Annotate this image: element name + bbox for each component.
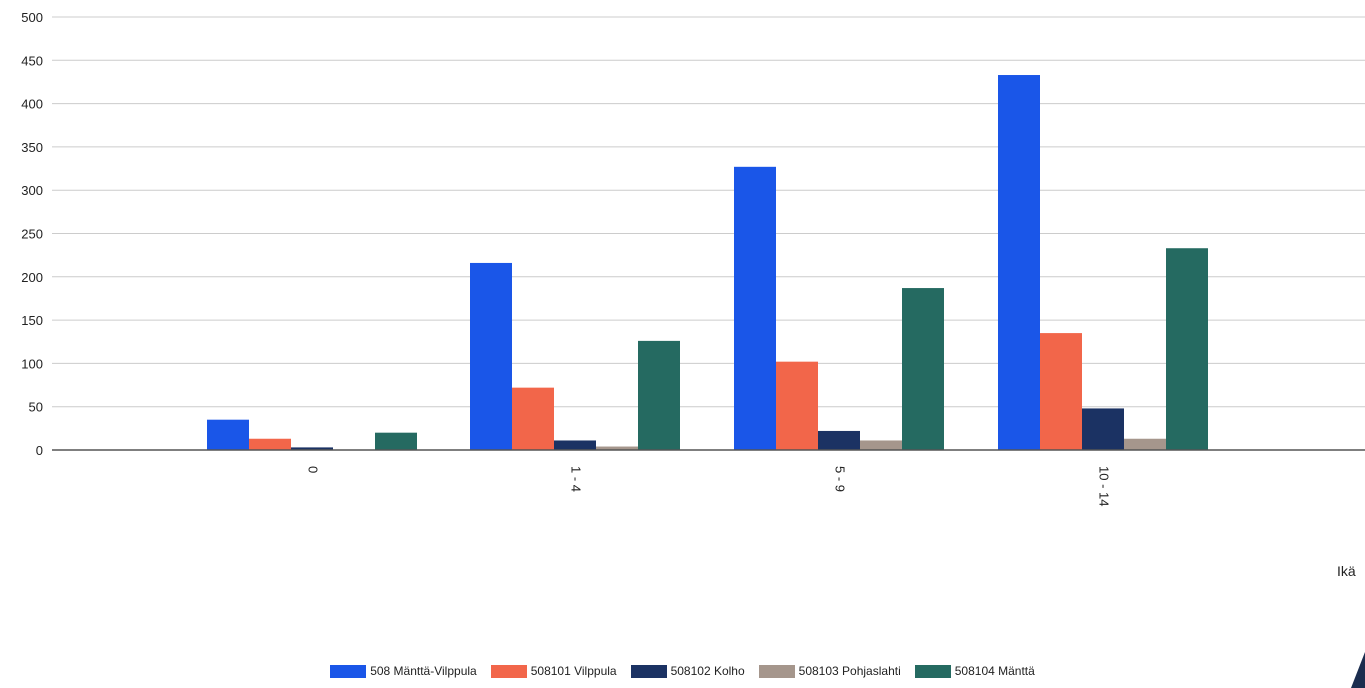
y-tick-label: 300: [21, 183, 43, 198]
legend-item: 508 Mänttä-Vilppula: [330, 664, 477, 678]
legend-label: 508101 Vilppula: [530, 664, 617, 678]
bars: [207, 75, 1208, 450]
legend-swatch: [914, 664, 951, 678]
y-tick-label: 500: [21, 10, 43, 25]
legend-swatch: [630, 664, 667, 678]
y-tick-label: 450: [21, 53, 43, 68]
y-tick-label: 0: [36, 443, 43, 458]
bar: [1166, 248, 1208, 450]
legend-label: 508104 Mänttä: [954, 664, 1035, 678]
x-tick-label: 10 - 14: [1097, 466, 1112, 506]
x-tick-label: 5 - 9: [833, 466, 848, 492]
x-tick-label: 0: [306, 466, 321, 473]
bar: [1124, 438, 1166, 450]
legend-swatch: [330, 664, 367, 678]
bar: [902, 288, 944, 450]
legend-swatch: [490, 664, 527, 678]
legend-swatch: [758, 664, 795, 678]
x-axis-label: Ikä: [1337, 563, 1356, 579]
gridlines: [52, 16, 1365, 451]
bar: [596, 446, 638, 450]
y-tick-label: 150: [21, 313, 43, 328]
bar: [1040, 333, 1082, 450]
bar: [207, 419, 249, 450]
bar: [512, 387, 554, 450]
legend-label: 508102 Kolho: [670, 664, 745, 678]
bar: [249, 438, 291, 450]
bar: [375, 432, 417, 450]
bar: [734, 166, 776, 450]
bar: [638, 340, 680, 450]
y-tick-label: 400: [21, 97, 43, 112]
y-tick-label: 350: [21, 140, 43, 155]
y-axis-ticks: 0 50 100 150 200 250 300 350 400 450 500: [21, 10, 43, 458]
legend-item: 508102 Kolho: [630, 664, 745, 678]
bar: [818, 430, 860, 450]
bar: [470, 262, 512, 450]
legend-item: 508104 Mänttä: [914, 664, 1035, 678]
x-tick-label: 1 - 4: [569, 466, 584, 492]
legend-item: 508103 Pohjaslahti: [758, 664, 901, 678]
bar: [291, 447, 333, 450]
legend-label: 508103 Pohjaslahti: [798, 664, 901, 678]
bar: [998, 75, 1040, 450]
y-tick-label: 100: [21, 356, 43, 371]
bar: [776, 361, 818, 450]
x-axis-ticks: 0 1 - 4 5 - 9 10 - 14: [306, 466, 1112, 506]
legend-label: 508 Mänttä-Vilppula: [370, 664, 477, 678]
y-tick-label: 200: [21, 270, 43, 285]
y-tick-label: 50: [29, 400, 43, 415]
legend: 508 Mänttä-Vilppula 508101 Vilppula 508102…: [0, 664, 1365, 678]
legend-item: 508101 Vilppula: [490, 664, 617, 678]
bar: [860, 440, 902, 450]
bar: [554, 440, 596, 450]
corner-decoration: [1351, 652, 1365, 688]
bar: [1082, 408, 1124, 450]
y-tick-label: 250: [21, 227, 43, 242]
